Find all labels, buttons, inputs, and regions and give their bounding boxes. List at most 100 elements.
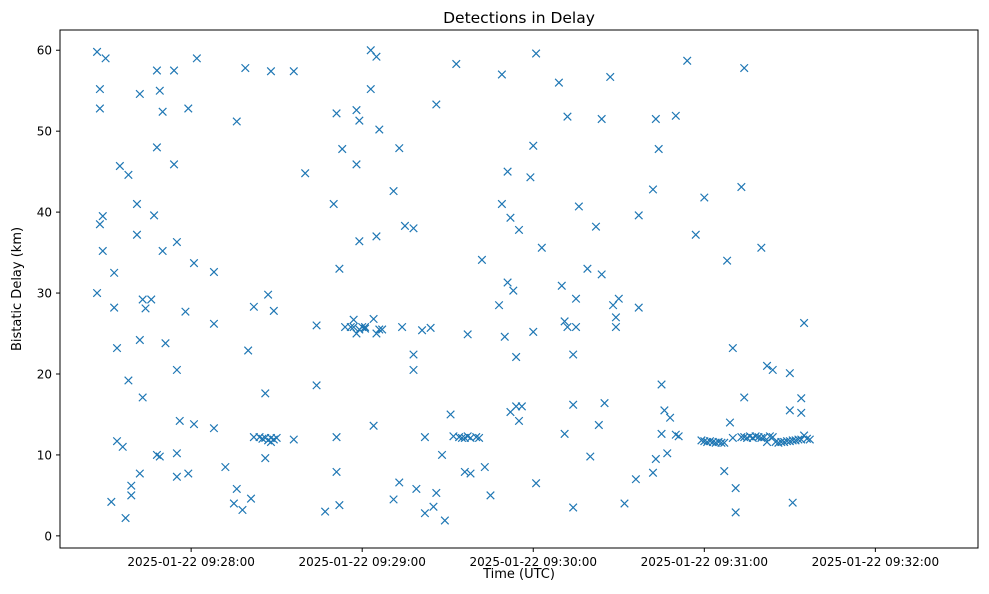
data-point [329,199,338,209]
data-point [728,433,738,443]
data-point [452,59,461,69]
data-point [115,161,125,171]
data-point [127,491,136,500]
data-point [320,507,330,516]
data-point [369,314,378,324]
data-point [671,111,681,121]
data-points [92,46,815,525]
x-tick-label: 2025-01-22 09:29:00 [298,555,425,569]
data-point [463,330,472,339]
data-point [138,393,147,402]
data-point [241,63,250,73]
data-point [751,432,760,441]
data-point [372,232,381,241]
x-tick-label: 2025-01-22 09:32:00 [812,555,939,569]
data-point [480,462,490,472]
data-point [95,84,105,94]
data-point [720,466,729,476]
data-point [739,63,749,73]
data-point [312,321,321,330]
data-point [665,413,675,422]
data-point [799,318,809,328]
data-point [229,499,239,508]
data-point [531,479,541,488]
data-point [395,478,404,487]
data-point [158,246,167,256]
data-point [503,167,512,176]
data-point [360,324,370,333]
data-point [172,449,182,458]
data-point [98,211,107,221]
data-point [737,182,746,192]
data-point [92,47,102,57]
data-point [663,449,672,458]
data-point [509,286,518,295]
data-point [506,213,515,222]
data-point [700,193,709,202]
data-point [571,322,581,332]
data-point [349,322,358,332]
data-point [372,329,381,338]
data-point [118,442,127,452]
data-point [147,295,156,304]
data-point [355,237,364,246]
data-point [651,114,661,124]
data-point [375,325,384,334]
data-point [209,423,219,433]
data-point [332,467,341,477]
data-point [289,67,299,76]
data-point [127,481,136,490]
data-point [175,416,184,426]
data-point [594,420,604,430]
data-point [606,72,615,82]
data-point [500,332,509,341]
data-point [794,435,803,444]
data-point [657,380,666,389]
data-point [497,70,507,79]
data-point [477,255,487,265]
data-point [600,398,609,408]
data-point [409,350,418,359]
data-point [554,78,564,87]
y-tick-label: 20 [37,367,52,381]
data-point [660,406,669,415]
data-point [529,141,538,150]
data-point [135,469,145,478]
data-point [802,434,812,443]
y-tick-label: 0 [44,529,52,543]
data-point [95,220,105,229]
data-point [107,497,116,507]
data-point [457,433,467,443]
data-point [261,453,270,463]
data-point [101,54,110,63]
data-point [437,450,447,460]
data-point [517,402,527,411]
data-point [568,503,578,512]
data-point [246,494,256,503]
data-point [537,243,547,252]
data-point [731,483,740,493]
data-point [514,225,524,235]
data-point [611,322,621,332]
data-point [98,246,107,256]
data-point [651,454,661,464]
data-point [124,376,133,385]
data-point [631,474,641,484]
data-point [560,317,569,326]
data-point [497,199,507,209]
data-point [121,513,130,523]
data-point [161,339,170,348]
data-point [172,365,182,375]
data-point [209,267,219,277]
data-point [597,270,606,279]
data-point [762,361,772,371]
data-point [352,105,361,115]
data-point [494,300,504,310]
data-point [338,144,347,154]
data-point [349,315,358,324]
y-tick-label: 40 [37,206,52,220]
data-point [155,86,165,95]
data-point [648,468,658,477]
